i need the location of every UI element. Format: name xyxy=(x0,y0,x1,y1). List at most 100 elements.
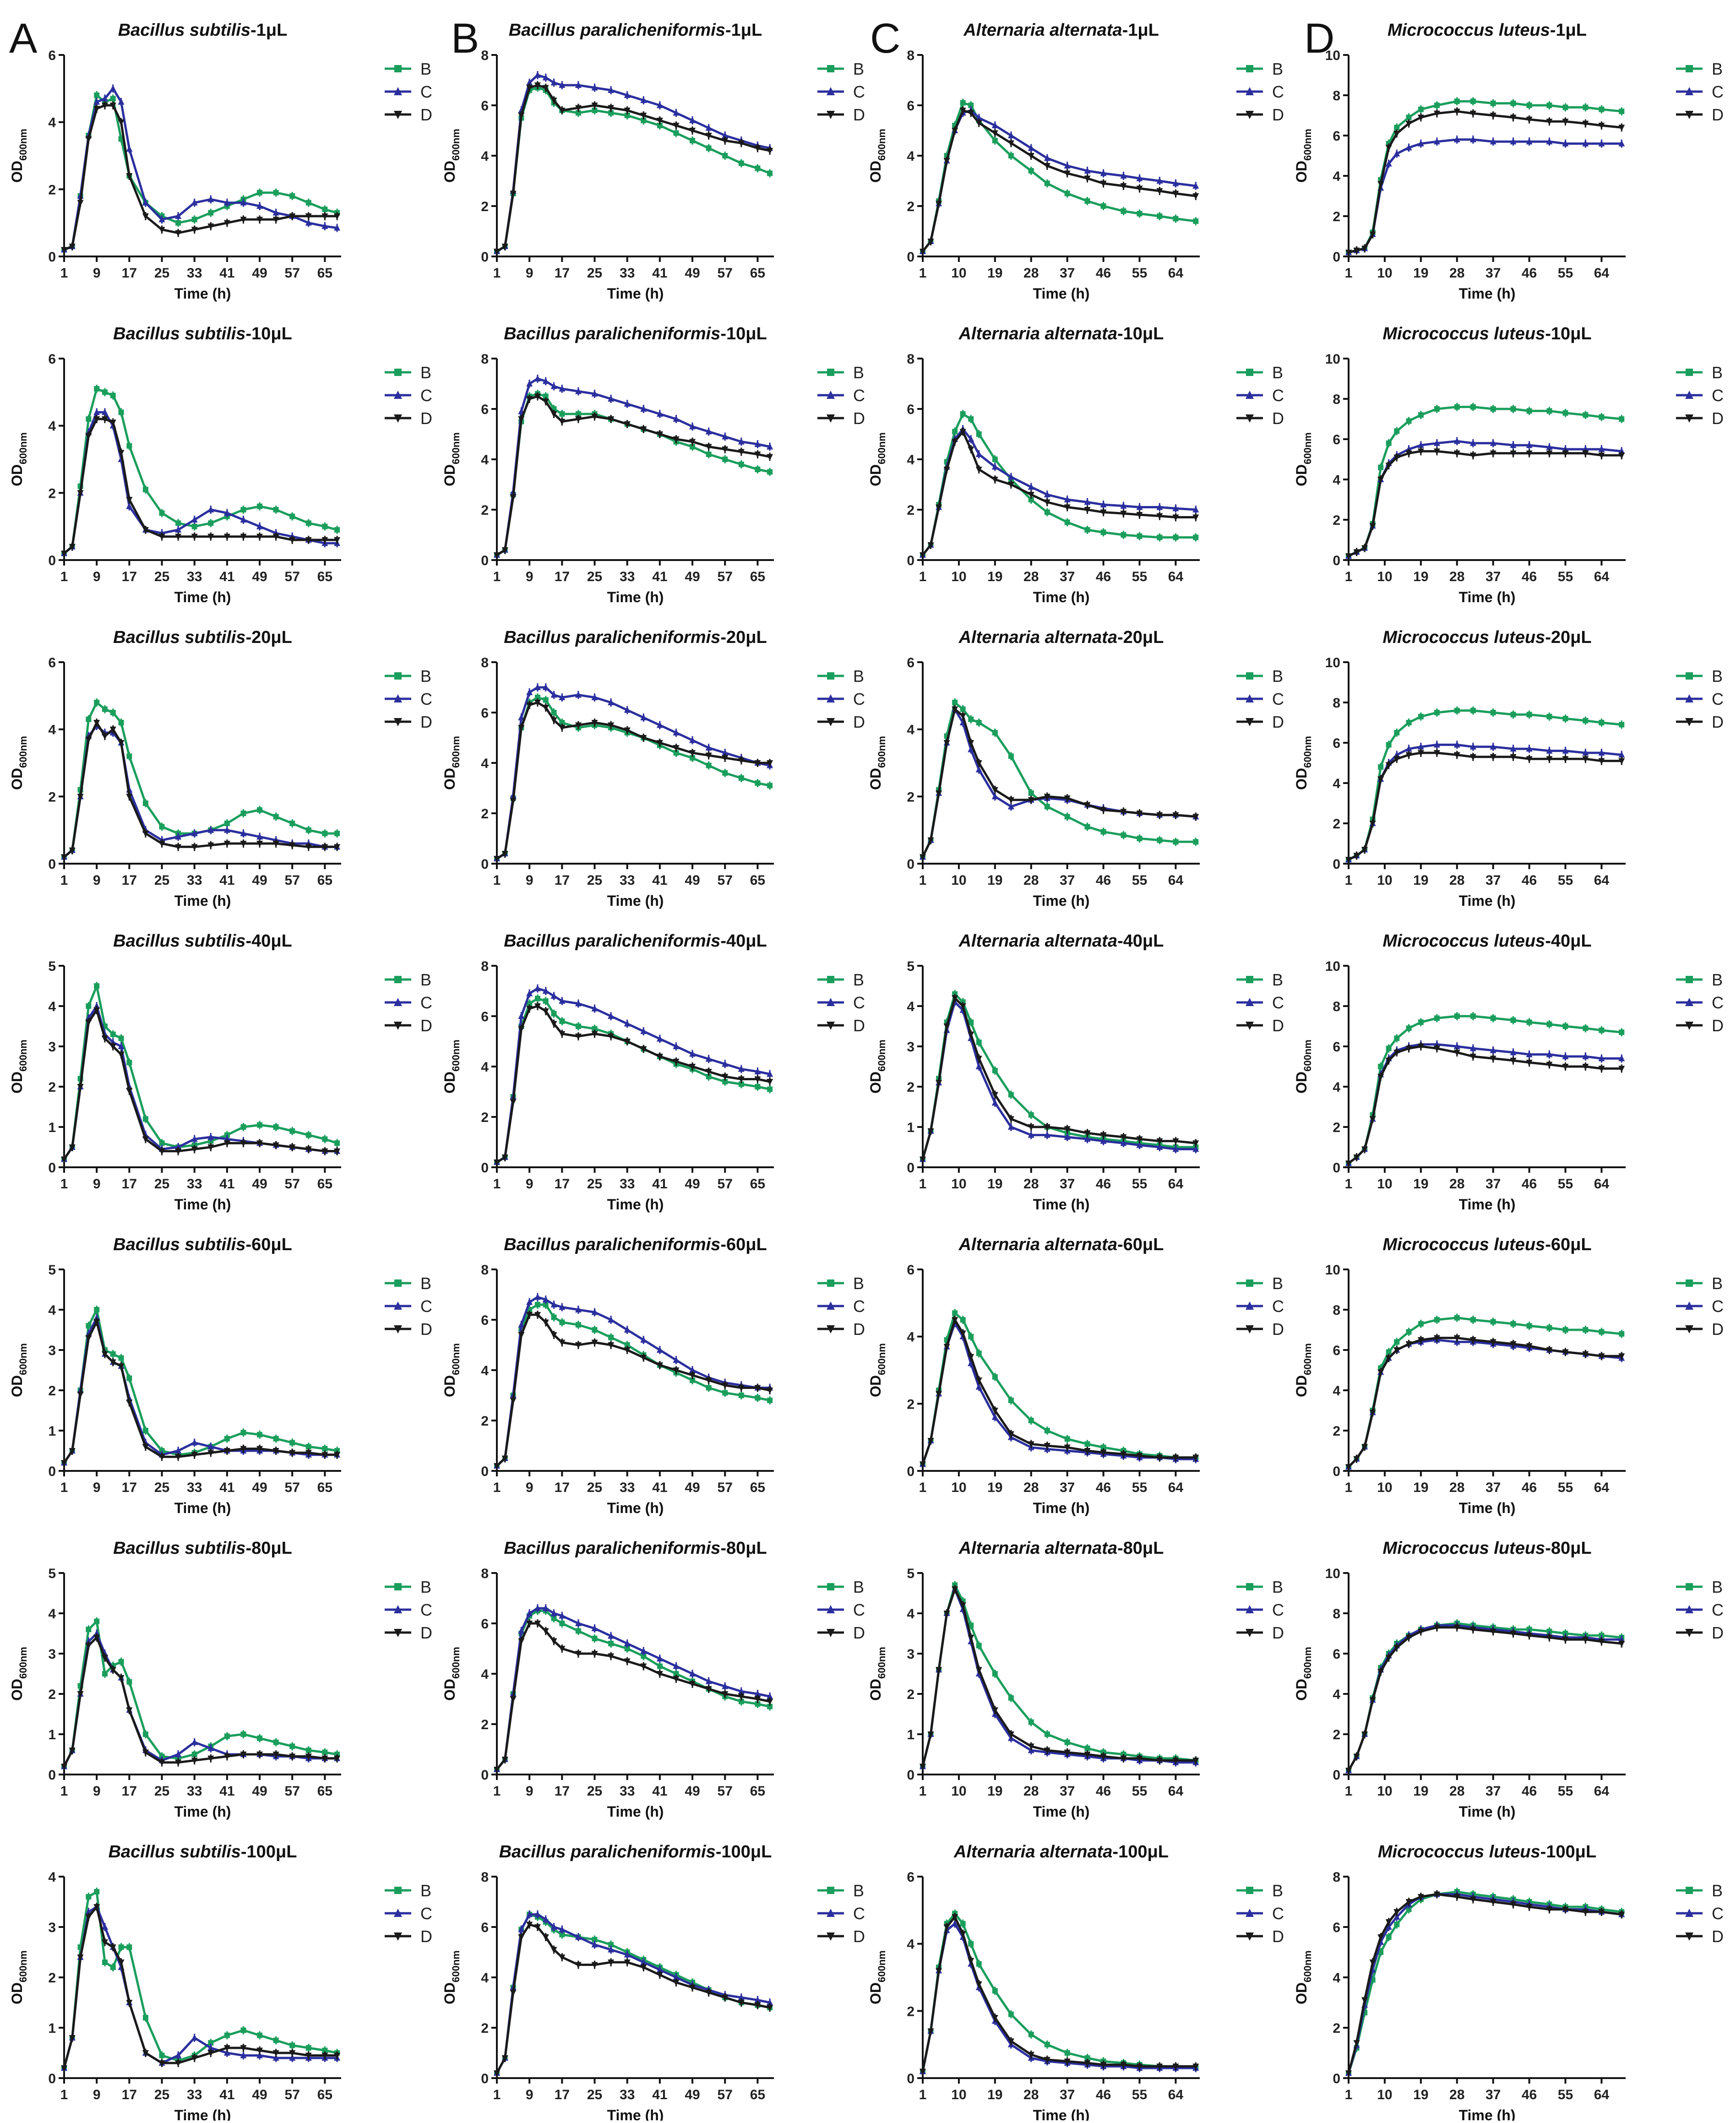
data-point xyxy=(1007,482,1014,488)
data-point xyxy=(705,1686,712,1693)
data-point xyxy=(1064,496,1071,502)
x-tick-label: 33 xyxy=(187,2087,202,2102)
data-point xyxy=(1084,507,1091,513)
x-tick-label: 1 xyxy=(1345,266,1353,281)
x-tick-label: 65 xyxy=(317,1784,332,1799)
data-point xyxy=(1583,104,1589,110)
data-point xyxy=(142,487,148,492)
data-point xyxy=(1582,446,1589,452)
data-point xyxy=(1378,1064,1384,1069)
y-tick-label: 2 xyxy=(48,1383,56,1399)
data-point xyxy=(968,1031,974,1038)
data-point xyxy=(1385,1655,1392,1661)
x-tick-label: 65 xyxy=(750,569,765,584)
series-line-d xyxy=(1348,1337,1622,1468)
data-point xyxy=(1345,250,1352,256)
y-tick-label: 5 xyxy=(48,959,56,974)
legend-marker xyxy=(394,1325,402,1334)
data-point xyxy=(534,1911,541,1917)
x-tick-label: 37 xyxy=(1486,2087,1501,2102)
data-point xyxy=(1136,1453,1143,1459)
series-line-c xyxy=(922,109,1196,252)
y-tick-label: 0 xyxy=(907,1464,914,1479)
data-point xyxy=(689,1372,696,1379)
data-point xyxy=(1418,412,1424,418)
y-tick-label: 6 xyxy=(907,1263,914,1278)
data-point xyxy=(689,736,696,743)
y-tick-label: 2 xyxy=(48,1080,56,1095)
y-axis-label-sub: 600nm xyxy=(876,1040,887,1072)
legend-label-b: B xyxy=(853,1578,864,1596)
data-point xyxy=(1120,1755,1127,1762)
x-tick-label: 33 xyxy=(620,266,635,281)
data-point xyxy=(1526,756,1533,763)
data-point xyxy=(240,1731,246,1737)
data-point xyxy=(1008,153,1014,158)
data-point xyxy=(1618,1641,1625,1647)
data-point xyxy=(673,415,680,422)
x-tick-label: 25 xyxy=(154,873,169,888)
x-tick-label: 10 xyxy=(951,1176,966,1192)
legend-label-d: D xyxy=(1272,1320,1284,1339)
data-point xyxy=(1418,713,1424,719)
data-point xyxy=(706,1385,712,1391)
chart-title-volume: -10μL xyxy=(1545,324,1591,343)
data-point xyxy=(575,1322,581,1328)
data-point xyxy=(767,454,773,461)
legend-label-c: C xyxy=(1712,993,1724,1012)
chart-title-organism: Micrococcus luteus xyxy=(1382,628,1545,647)
series-line-d xyxy=(1348,450,1622,557)
data-point xyxy=(624,1039,631,1045)
legend-marker xyxy=(1246,718,1254,726)
legend-marker xyxy=(1685,718,1693,726)
y-tick-label: 0 xyxy=(48,857,56,872)
data-point xyxy=(118,450,125,457)
y-axis-label: OD600nm xyxy=(9,129,29,183)
data-point xyxy=(738,1688,745,1694)
x-tick-label: 10 xyxy=(951,1784,966,1799)
x-tick-label: 9 xyxy=(526,266,533,281)
data-point xyxy=(722,1079,728,1084)
x-tick-label: 9 xyxy=(93,266,101,281)
x-tick-label: 28 xyxy=(1449,569,1464,584)
data-point xyxy=(959,1602,966,1609)
x-tick-label: 28 xyxy=(1449,1176,1464,1192)
x-tick-label: 28 xyxy=(1023,2087,1039,2102)
y-axis-label-sub: 600nm xyxy=(1302,736,1313,768)
data-point xyxy=(142,1749,149,1756)
data-point xyxy=(722,153,728,158)
data-point xyxy=(1453,1335,1460,1342)
data-point xyxy=(1469,1054,1476,1060)
y-axis-label-sub: 600nm xyxy=(1302,1040,1313,1072)
data-point xyxy=(101,1035,108,1042)
data-point xyxy=(952,706,958,713)
x-tick-label: 25 xyxy=(154,569,169,584)
data-point xyxy=(754,1690,761,1697)
data-point xyxy=(927,2028,934,2035)
x-tick-label: 64 xyxy=(1594,1784,1610,1799)
data-point xyxy=(1044,2041,1050,2047)
y-axis-label: OD600nm xyxy=(1293,1343,1313,1397)
data-point xyxy=(1100,1444,1106,1450)
y-tick-label: 4 xyxy=(481,1363,489,1378)
data-point xyxy=(705,1069,712,1075)
x-tick-label: 1 xyxy=(493,1784,501,1799)
y-tick-label: 2 xyxy=(1333,1727,1340,1742)
x-axis-label: Time (h) xyxy=(607,1196,664,1213)
data-point xyxy=(689,750,696,757)
data-point xyxy=(1156,188,1163,195)
data-point xyxy=(1172,180,1179,186)
legend-marker xyxy=(394,694,402,702)
data-point xyxy=(767,1079,773,1085)
data-point xyxy=(767,760,773,767)
chart-title-organism: Alternaria alternata xyxy=(958,628,1117,647)
data-point xyxy=(158,533,165,540)
data-point xyxy=(1172,812,1179,819)
data-point xyxy=(1433,110,1440,117)
data-point xyxy=(1510,138,1517,145)
data-point xyxy=(334,2052,341,2059)
legend-marker xyxy=(1246,87,1254,95)
y-tick-label: 6 xyxy=(481,1313,489,1328)
data-point xyxy=(240,2027,246,2033)
